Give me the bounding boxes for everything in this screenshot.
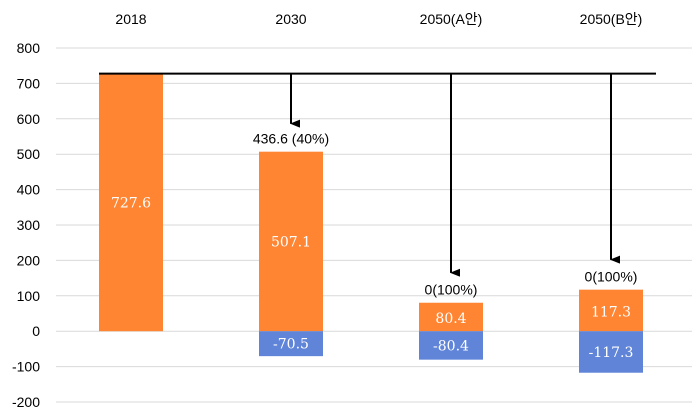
y-tick-label: 700 (17, 75, 41, 91)
bars (99, 73, 643, 373)
bar-value-label: 727.6 (111, 195, 151, 211)
bar-positive (99, 73, 163, 332)
bar-positive (579, 289, 643, 332)
y-tick-label: 300 (17, 217, 41, 233)
y-tick-label: 800 (17, 40, 41, 56)
bar-value-label: 80.4 (435, 311, 466, 327)
category-label: 2018 (115, 11, 146, 27)
y-tick-label: 100 (17, 288, 41, 304)
reference-lines (99, 72, 656, 277)
category-labels: 2018 2030 2050(A안) 2050(B안) (115, 11, 642, 27)
y-tick-label: 400 (17, 182, 41, 198)
bar-negative (259, 331, 323, 357)
y-tick-label: 600 (17, 111, 41, 127)
reduction-annotation: 0(100%) (585, 269, 638, 285)
bar-value-label: -117.3 (589, 345, 634, 361)
data-labels: 727.6 507.1 -70.5 80.4 -80.4 117.3 -117.3 (111, 195, 633, 361)
category-label: 2050(A안) (420, 11, 483, 27)
category-label: 2030 (275, 11, 306, 27)
category-label: 2050(B안) (580, 11, 643, 27)
bar-positive (419, 302, 483, 332)
reduction-annotation: 0(100%) (425, 282, 478, 298)
bar-value-label: 117.3 (591, 304, 631, 320)
annotations: 436.6 (40%) 0(100%) 0(100%) (253, 131, 638, 298)
bar-value-label: -70.5 (273, 337, 309, 353)
y-axis-ticks: 800 700 600 500 400 300 200 100 0 -100 -200 (12, 40, 40, 410)
bar-positive (259, 151, 323, 332)
bar-value-label: -80.4 (433, 338, 469, 354)
reduction-annotation: 436.6 (40%) (253, 131, 329, 147)
bar-negative (579, 331, 643, 373)
y-tick-label: -200 (12, 394, 40, 410)
y-tick-label: 200 (17, 252, 41, 268)
bar-negative (419, 331, 483, 360)
bar-value-label: 507.1 (271, 234, 311, 250)
y-tick-label: 500 (17, 146, 41, 162)
y-tick-label: 0 (32, 323, 40, 339)
y-tick-label: -100 (12, 359, 40, 375)
